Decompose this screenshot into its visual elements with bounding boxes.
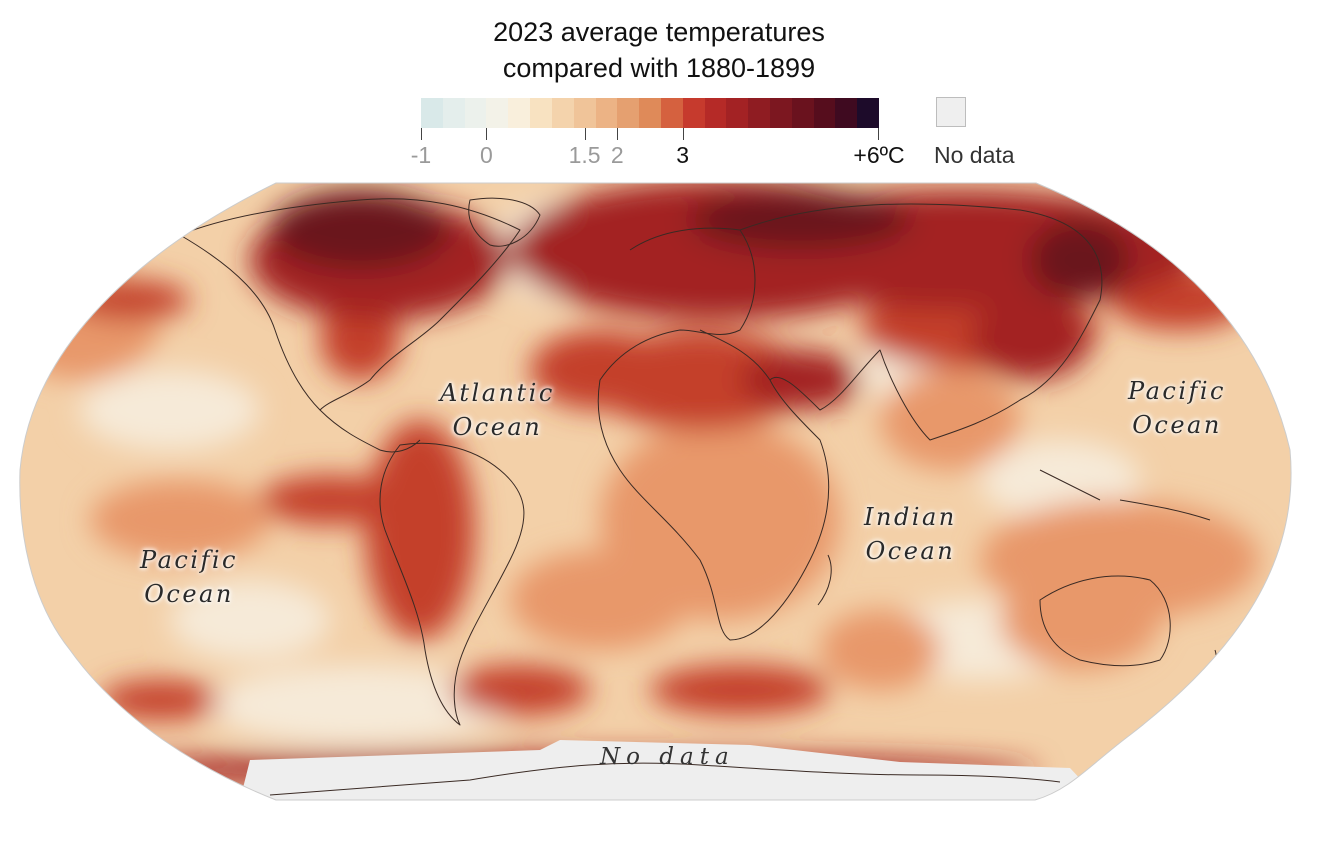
legend-tick	[486, 128, 488, 140]
pacific-ocean-label-west: Pacific Ocean	[140, 543, 238, 611]
antarctica-no-data-label: No data	[600, 744, 735, 770]
legend-tick-label: -1	[410, 142, 432, 168]
temperature-blob	[80, 370, 260, 450]
legend-tick-label: 1.5	[568, 142, 601, 168]
legend-tick	[584, 128, 586, 140]
southeast-asia-islands-coast	[1039, 469, 1211, 521]
legend-swatch	[748, 98, 770, 128]
australia-coast	[1039, 575, 1171, 667]
temperature-blob	[260, 475, 400, 525]
antarctica-no-data	[240, 740, 1100, 800]
temperature-blob	[450, 665, 590, 715]
legend-swatch	[813, 98, 836, 128]
temperature-blob	[70, 280, 190, 320]
europe-africa-coast	[597, 227, 830, 641]
no-data-legend-label: No data	[934, 142, 1015, 168]
temperature-blob	[510, 550, 690, 650]
map-outline	[19, 182, 1292, 801]
pacific-west-label-line1: Pacific	[140, 546, 238, 574]
legend-tick	[682, 128, 684, 140]
legend-tick-label: 2	[610, 142, 624, 168]
coastlines	[179, 197, 1217, 796]
madagascar-coast	[817, 554, 832, 606]
color-scale-legend	[421, 98, 880, 128]
temperature-blob	[970, 300, 1090, 380]
legend-swatch	[530, 98, 552, 128]
greenland-coast	[468, 197, 541, 247]
no-data-swatch	[936, 97, 966, 127]
antarctica-coast	[269, 762, 1061, 796]
temperature-blob	[90, 480, 270, 560]
legend-swatch	[617, 98, 640, 128]
legend-swatch	[551, 98, 574, 128]
legend-tick	[878, 128, 879, 140]
title-line-1: 2023 average temperatures	[493, 17, 825, 47]
indian-ocean-label: Indian Ocean	[864, 500, 957, 568]
legend-swatch	[857, 98, 880, 128]
map-body	[19, 183, 1292, 800]
legend-swatch	[595, 98, 618, 128]
legend-swatch	[573, 98, 596, 128]
temperature-blob	[820, 610, 940, 690]
temperature-blob	[19, 260, 160, 380]
pacific-ocean-label-east: Pacific Ocean	[1128, 374, 1226, 442]
chart-title: 2023 average temperatures compared with …	[0, 14, 1318, 86]
asia-coast	[739, 203, 1103, 441]
legend-swatch	[508, 98, 531, 128]
legend-swatch	[639, 98, 661, 128]
legend-tick	[617, 128, 619, 140]
legend-swatch	[704, 98, 727, 128]
temperature-blob	[590, 330, 810, 430]
temperature-blob	[690, 190, 910, 250]
temperature-blob	[740, 350, 860, 410]
indian-label-line2: Ocean	[865, 537, 956, 565]
legend-swatch	[770, 98, 792, 128]
legend-swatch	[442, 98, 465, 128]
south-america-coast	[379, 442, 525, 726]
temperature-blob	[650, 665, 830, 715]
temperature-blob	[170, 580, 330, 660]
legend-tick-label: 0	[480, 142, 493, 168]
atlantic-label-line1: Atlantic	[440, 379, 555, 407]
atlantic-label-line2: Ocean	[452, 413, 543, 441]
legend-swatch	[682, 98, 705, 128]
legend-swatch	[791, 98, 814, 128]
legend-tick-label: 3	[676, 142, 690, 168]
legend-swatch	[486, 98, 509, 128]
atlantic-ocean-label: Atlantic Ocean	[440, 376, 555, 444]
temperature-blob	[880, 370, 1020, 470]
temperature-blob	[1030, 220, 1130, 300]
legend-swatch	[726, 98, 749, 128]
legend-swatch	[660, 98, 683, 128]
temperature-blob	[100, 680, 220, 720]
temperature-blob	[270, 190, 450, 270]
title-line-2: compared with 1880-1899	[502, 53, 816, 83]
legend-tick	[421, 128, 422, 140]
temperature-blob	[210, 665, 510, 745]
legend-swatch	[464, 98, 487, 128]
legend-swatch	[835, 98, 858, 128]
temperature-blob	[1000, 570, 1160, 670]
temperature-blob	[365, 420, 475, 640]
central-america-coast	[319, 409, 421, 453]
pacific-west-label-line2: Ocean	[144, 580, 234, 608]
north-america-coast	[179, 198, 521, 411]
pacific-east-label-line2: Ocean	[1132, 411, 1222, 439]
pacific-east-label-line1: Pacific	[1128, 377, 1226, 405]
indian-label-line1: Indian	[864, 503, 957, 531]
legend-tick-label: +6ºC	[853, 142, 905, 168]
legend-swatch	[421, 98, 443, 128]
